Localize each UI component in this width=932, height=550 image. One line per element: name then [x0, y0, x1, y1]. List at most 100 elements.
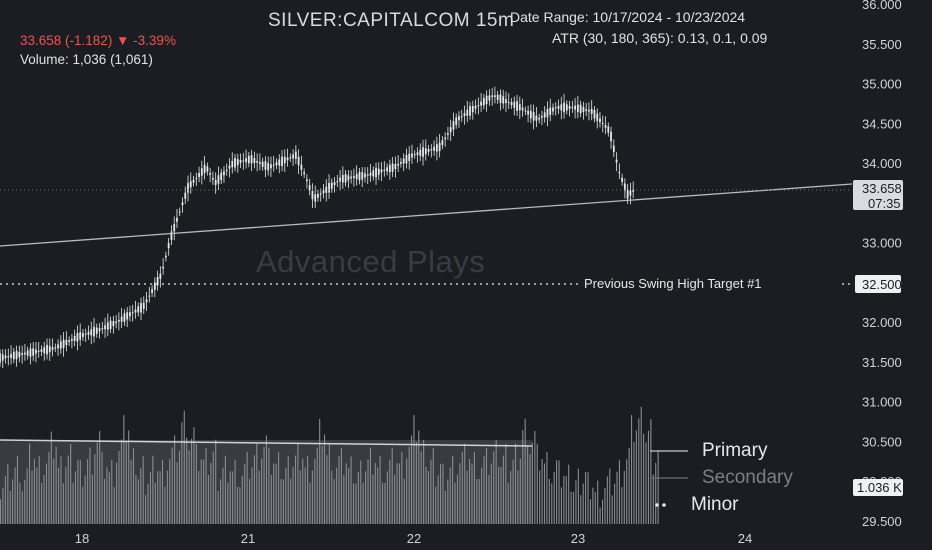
volume-bar [485, 448, 488, 524]
candle-body [333, 182, 336, 186]
candle-body [460, 116, 463, 118]
volume-bar [215, 439, 217, 524]
volume-bar [178, 450, 181, 524]
candle-body [250, 155, 253, 164]
candle-body [198, 173, 200, 177]
candle-body [377, 168, 380, 175]
volume-bar [556, 460, 558, 524]
candle-body [477, 105, 480, 107]
volume-bar [589, 499, 591, 524]
candle-body [261, 161, 264, 167]
candle-body [129, 312, 131, 317]
volume-bar [287, 456, 289, 524]
candle-body [1, 354, 4, 361]
volume-bar [251, 467, 253, 524]
candle-body [12, 351, 15, 360]
volume-bar [200, 459, 202, 524]
candle-body [527, 110, 530, 115]
candle-body [137, 306, 140, 313]
volume-bar [601, 499, 604, 524]
volume-value-box [853, 479, 903, 496]
volume-bar [101, 451, 103, 524]
candle-body [70, 339, 73, 341]
volume-bar [546, 451, 548, 524]
candle-body [554, 107, 557, 109]
volume-bar [611, 495, 613, 524]
volume-bar [234, 459, 236, 524]
candle-body [485, 95, 488, 105]
volume-bar [188, 450, 190, 524]
volume-bar [464, 443, 466, 524]
volume-bar [333, 479, 335, 524]
volume-bar [548, 478, 550, 524]
volume-bar [372, 474, 374, 524]
volume-bar [551, 483, 553, 524]
volume-bar [26, 468, 28, 524]
volume-bar [469, 459, 471, 524]
date-range-label: Date Range: 10/17/2024 - 10/23/2024 [510, 9, 746, 25]
volume-bar [249, 478, 251, 524]
volume-bar [176, 462, 178, 524]
volume-bar [350, 456, 352, 524]
candle-body [447, 133, 449, 135]
candle-body [518, 104, 521, 111]
volume-bar [77, 459, 79, 524]
candle-body [386, 167, 388, 172]
candle-body [106, 322, 109, 330]
candle-body [480, 101, 482, 106]
volume-bar [89, 447, 91, 524]
volume-bar [166, 470, 168, 524]
candle-body [505, 99, 507, 104]
candle-body [369, 172, 372, 176]
candle-body [173, 224, 176, 232]
price-candles [0, 86, 635, 369]
volume-bar [398, 463, 401, 524]
volume-bar [14, 467, 16, 524]
volume-bar [536, 443, 538, 524]
x-tick-label: 18 [75, 531, 89, 546]
candle-body [162, 266, 165, 269]
volume-bar [45, 463, 48, 524]
volume-bar [195, 443, 197, 524]
volume-bar [568, 464, 570, 524]
candle-body [612, 145, 615, 152]
candle-body [593, 109, 596, 119]
candle-body [499, 94, 502, 103]
candle-body [95, 327, 98, 334]
candle-body [289, 157, 292, 159]
volume-bar [36, 467, 38, 524]
y-tick-label: 29.500 [862, 514, 902, 529]
volume-label: Volume: 1,036 (1,061) [20, 52, 153, 67]
volume-bar [345, 463, 347, 524]
volume-bar [447, 479, 449, 524]
candle-body [308, 185, 311, 191]
candle-body [170, 231, 173, 240]
candle-body [225, 169, 228, 171]
candle-body [482, 98, 485, 106]
volume-bar [280, 479, 282, 524]
volume-bar [48, 451, 50, 524]
volume-bar [152, 455, 154, 524]
trendline [0, 183, 853, 247]
volume-bar [539, 470, 541, 524]
volume-bar [261, 458, 263, 524]
volume-bar [212, 451, 214, 524]
candle-body [532, 112, 535, 121]
volume-bar [543, 463, 546, 524]
candle-body [496, 94, 499, 100]
candle-body [458, 116, 460, 121]
volume-bar [145, 495, 147, 524]
legend-secondary: Secondary [702, 467, 793, 488]
volume-bar [106, 467, 108, 524]
volume-bar [575, 480, 577, 524]
candle-body [209, 173, 212, 175]
candle-body [491, 95, 494, 98]
volume-bar [488, 475, 490, 524]
candle-body [579, 104, 582, 114]
volume-bar [265, 435, 268, 524]
candle-body [281, 156, 283, 167]
volume-bar [33, 459, 35, 524]
candle-body [82, 333, 84, 337]
volume-bar [635, 430, 637, 524]
